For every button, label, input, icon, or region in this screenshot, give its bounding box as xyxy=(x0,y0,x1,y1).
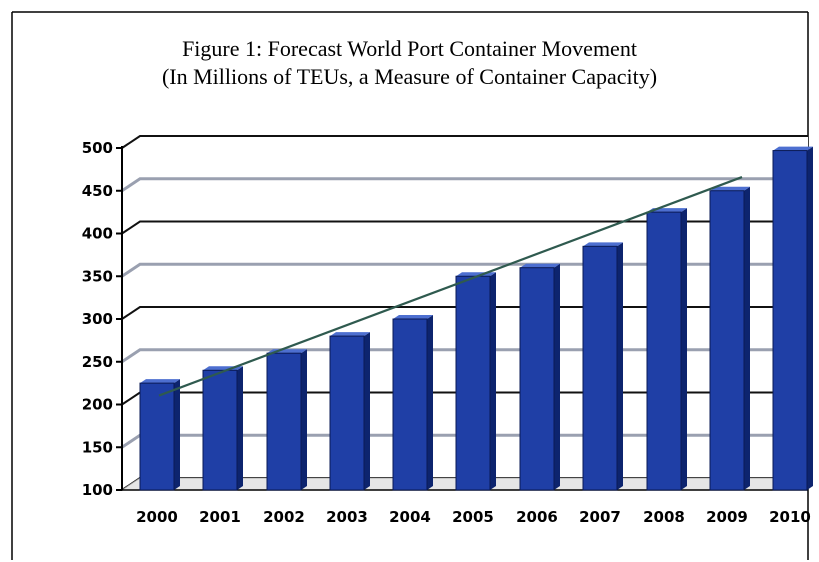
bar xyxy=(709,190,745,491)
x-tick-label: 2008 xyxy=(643,508,685,526)
trendline-line xyxy=(158,176,743,397)
bar-side xyxy=(301,349,307,490)
chart-title: Figure 1: Forecast World Port Container … xyxy=(182,36,637,61)
y-tick-label: 350 xyxy=(82,267,113,285)
x-tick-label: 2004 xyxy=(389,508,431,526)
bar-top xyxy=(773,146,813,151)
y-tick-label: 300 xyxy=(82,310,113,328)
bar-top xyxy=(330,332,370,337)
gridline xyxy=(121,177,808,192)
bar xyxy=(392,318,428,491)
bar xyxy=(772,150,808,491)
bar-top xyxy=(710,186,750,191)
y-tick-label: 100 xyxy=(82,481,113,499)
bar-side xyxy=(490,272,496,490)
x-tick-label: 2001 xyxy=(199,508,241,526)
y-tick-label: 400 xyxy=(82,225,113,243)
bar xyxy=(329,335,365,491)
x-tick-label: 2009 xyxy=(706,508,748,526)
bar-side xyxy=(427,315,433,490)
bar-side xyxy=(681,208,687,490)
bars xyxy=(139,146,813,491)
bar xyxy=(582,245,618,491)
bar-side xyxy=(744,186,750,490)
chart-subtitle: (In Millions of TEUs, a Measure of Conta… xyxy=(161,64,658,89)
x-tick-label: 2010 xyxy=(769,508,811,526)
bar-top xyxy=(520,263,560,268)
bar-side xyxy=(617,242,623,490)
bar xyxy=(455,275,491,491)
x-tick-label: 2000 xyxy=(136,508,178,526)
bar-side xyxy=(554,263,560,490)
gridline xyxy=(121,135,808,149)
x-tick-label: 2006 xyxy=(516,508,558,526)
bar xyxy=(266,352,302,491)
y-tick-labels: 100 150 200 250 300 350 400 450 500 xyxy=(82,139,113,499)
bar-side xyxy=(807,146,813,490)
y-tick-label: 150 xyxy=(82,438,113,456)
y-tick-label: 200 xyxy=(82,396,113,414)
bar xyxy=(646,211,682,491)
bar-top xyxy=(393,315,433,319)
bar-side xyxy=(174,379,180,490)
y-tick-label: 450 xyxy=(82,182,113,200)
x-tick-label: 2002 xyxy=(263,508,305,526)
x-tick-labels: 2000 2001 2002 2003 2004 2005 2006 2007 2008 2009… xyxy=(136,508,811,526)
bar-top xyxy=(140,379,180,384)
bar xyxy=(519,267,555,491)
bar xyxy=(139,382,175,491)
x-tick-label: 2005 xyxy=(452,508,494,526)
y-tick-label: 500 xyxy=(82,139,113,157)
bar xyxy=(202,369,238,491)
bar-side xyxy=(364,332,370,490)
trendline xyxy=(158,176,743,397)
bar-side xyxy=(237,366,243,490)
x-tick-label: 2007 xyxy=(579,508,621,526)
y-tick-label: 250 xyxy=(82,353,113,371)
bar-top xyxy=(583,242,623,247)
gridline xyxy=(121,220,808,235)
x-tick-label: 2003 xyxy=(326,508,368,526)
